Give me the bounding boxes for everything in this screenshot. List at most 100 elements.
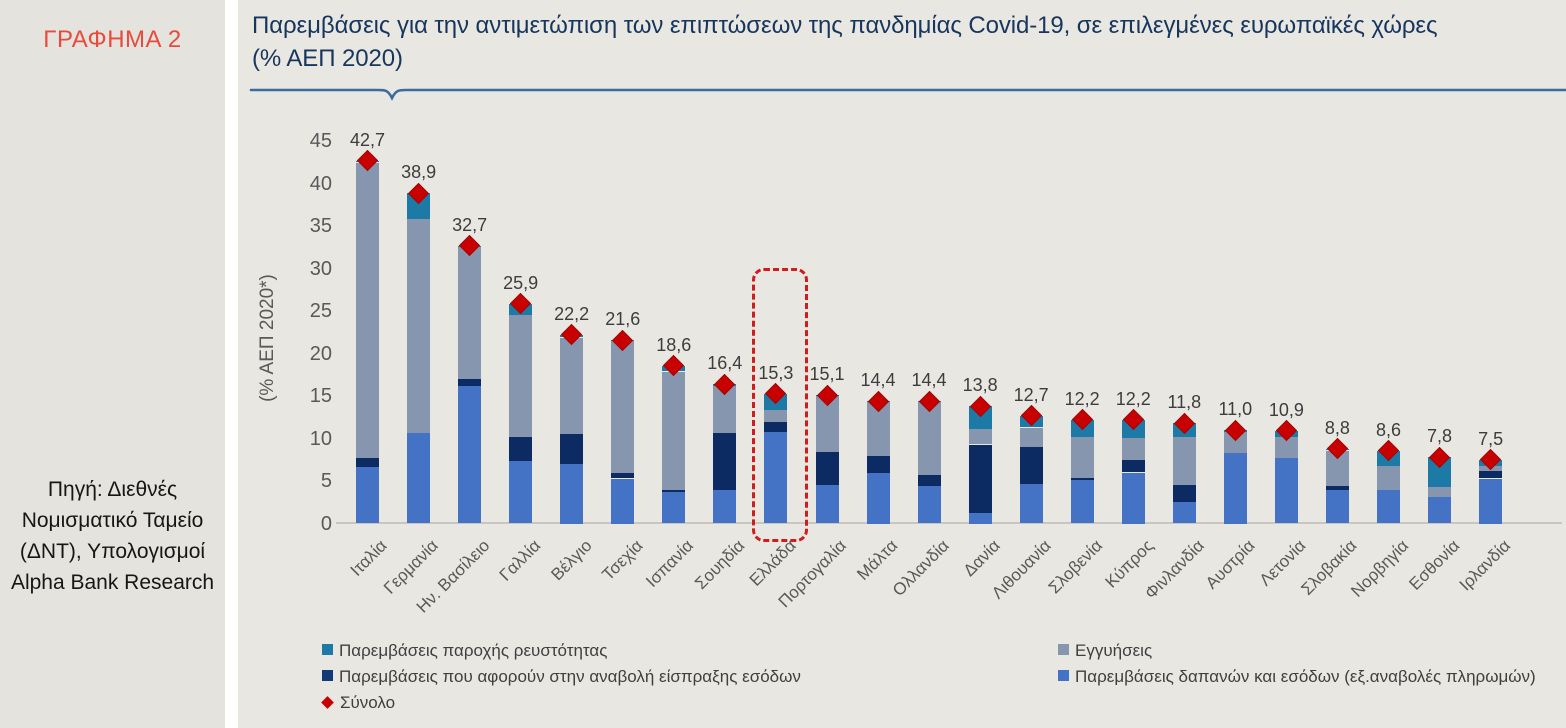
value-label: 16,4 [707, 353, 743, 374]
legend-item: Παρεμβάσεις παροχής ρευστότητας [322, 641, 607, 663]
bar-segment-series-0 [917, 486, 941, 524]
y-tick-label: 40 [309, 172, 332, 195]
value-label: 25,9 [503, 272, 539, 293]
bar-segment-series-1 [815, 452, 839, 486]
bar-segment-series-1 [509, 436, 533, 461]
legend-swatch-0 [322, 644, 333, 655]
x-axis-label: Γαλλία [495, 536, 545, 585]
x-axis-line [336, 522, 1562, 524]
x-axis-label: Ιρλανδία [1455, 536, 1515, 595]
value-label: 7,5 [1478, 428, 1504, 449]
bar-segment-series-0 [662, 492, 686, 524]
y-tick-label: 30 [309, 257, 332, 280]
bar-segment-series-0 [1121, 472, 1145, 524]
value-label: 18,6 [656, 334, 692, 355]
y-tick-label: 20 [309, 342, 332, 365]
legend-swatch-3 [1058, 670, 1069, 681]
bar-segment-series-0 [611, 478, 635, 524]
y-tick-label: 5 [320, 470, 332, 492]
value-label: 14,4 [860, 370, 896, 391]
bar-segment-series-0 [1172, 502, 1196, 524]
value-label: 7,8 [1426, 426, 1453, 447]
bar-segment-series-0 [815, 485, 839, 524]
bar-segment-series-0 [458, 385, 482, 524]
legend-swatch-2 [322, 670, 333, 681]
legend-label: Εγγυήσεις [1075, 641, 1153, 660]
greece-highlight-box [752, 268, 808, 542]
bar-segment-series-1 [662, 489, 686, 492]
figure-label: ΓΡΑΦΗΜΑ 2 [43, 26, 182, 53]
bar-segment-series-2 [662, 371, 686, 490]
bar-segment-series-0 [1377, 490, 1400, 524]
title-divider [249, 88, 1566, 101]
bar-segment-series-2 [1223, 431, 1247, 453]
legend-item: Σύνολο [321, 693, 396, 715]
bar-segment-series-0 [1479, 478, 1503, 524]
value-label: 8,8 [1324, 417, 1350, 438]
bar-segment-series-2 [1019, 427, 1043, 447]
bar-segment-series-3 [968, 406, 992, 430]
bar-segment-series-2 [764, 409, 788, 422]
bar-segment-series-0 [509, 460, 533, 524]
value-label: 42,7 [349, 129, 386, 150]
value-label: 12,7 [1013, 384, 1049, 405]
x-axis-label: Τσεχία [597, 536, 647, 585]
value-label: 14,4 [911, 370, 947, 391]
bar-segment-series-1 [1479, 470, 1503, 479]
y-tick-label: 15 [309, 385, 332, 408]
bar-segment-series-2 [407, 218, 431, 433]
bar-segment-series-1 [1325, 486, 1349, 491]
chart-title: Παρεμβάσεις για την αντιμετώπιση των επι… [252, 12, 1438, 72]
bar-segment-series-1 [1172, 485, 1196, 503]
legend-item: Εγγυήσεις [1058, 641, 1152, 663]
bar-segment-series-2 [1428, 487, 1451, 498]
legend-label: Παρεμβάσεις που αφορούν στην αναβολή είσ… [339, 667, 801, 686]
sidebar: ΓΡΑΦΗΜΑ 2 Πηγή: Διεθνές Νομισματικό Ταμε… [0, 0, 225, 728]
x-axis-label: Σουηδία [691, 536, 749, 594]
bar-segment-series-0 [968, 512, 992, 524]
bar-segment-series-2 [1121, 437, 1145, 460]
bar-segment-series-0 [1325, 490, 1349, 524]
bar-segment-series-0 [356, 466, 379, 524]
value-label: 38,9 [401, 162, 437, 183]
source-note: Πηγή: Διεθνές Νομισματικό Ταμείο (ΔΝΤ), … [10, 478, 215, 594]
bar-segment-series-2 [1274, 436, 1298, 459]
bar-segment-series-0 [560, 464, 584, 524]
bar-segment-series-1 [560, 434, 584, 464]
bar-segment-series-2 [917, 402, 941, 475]
bar-segment-series-1 [1121, 459, 1145, 473]
bar-segment-series-1 [1070, 477, 1094, 481]
bar-segment-series-1 [866, 455, 890, 473]
x-axis-label: Ισπανία [642, 536, 698, 591]
bar-segment-series-2 [1070, 436, 1094, 478]
bar-segment-series-3 [1428, 457, 1451, 487]
bar-segment-series-0 [1274, 458, 1298, 524]
bar-segment-series-0 [713, 490, 737, 524]
legend-label: Σύνολο [340, 693, 396, 712]
bar-segment-series-0 [407, 432, 431, 524]
bar-segment-series-1 [458, 379, 482, 386]
chart-area: (% ΑΕΠ 2020*) 0 5 10 15 20 25 30 35 40 45 42,7 Ιταλ… [238, 0, 1566, 728]
x-axis-label: Βέλγιο [546, 536, 596, 585]
legend-swatch-1 [1058, 644, 1069, 655]
y-tick-label: 35 [309, 215, 332, 238]
value-label: 8,6 [1375, 419, 1402, 440]
value-label: 22,2 [554, 303, 590, 324]
x-axis-label: Αυστρία [1202, 536, 1259, 593]
value-label: 12,2 [1064, 388, 1100, 409]
bar-segment-series-0 [1223, 453, 1247, 524]
x-axis-label: Ιταλία [346, 536, 391, 580]
bar-segment-series-0 [1428, 497, 1451, 524]
x-axis-label: Σλοβενία [1044, 536, 1106, 598]
bar-segment-series-2 [1325, 450, 1349, 487]
bar-segment-series-2 [560, 337, 584, 435]
bar-segment-series-0 [764, 431, 788, 524]
bar-segment-series-0 [1019, 484, 1043, 524]
bar-segment-series-3 [407, 193, 431, 219]
value-label: 15,3 [758, 362, 794, 383]
bar-segment-series-2 [458, 247, 482, 380]
y-tick-label: 25 [309, 300, 332, 323]
bar-segment-series-1 [968, 444, 992, 513]
legend-swatch-4 [321, 696, 334, 709]
